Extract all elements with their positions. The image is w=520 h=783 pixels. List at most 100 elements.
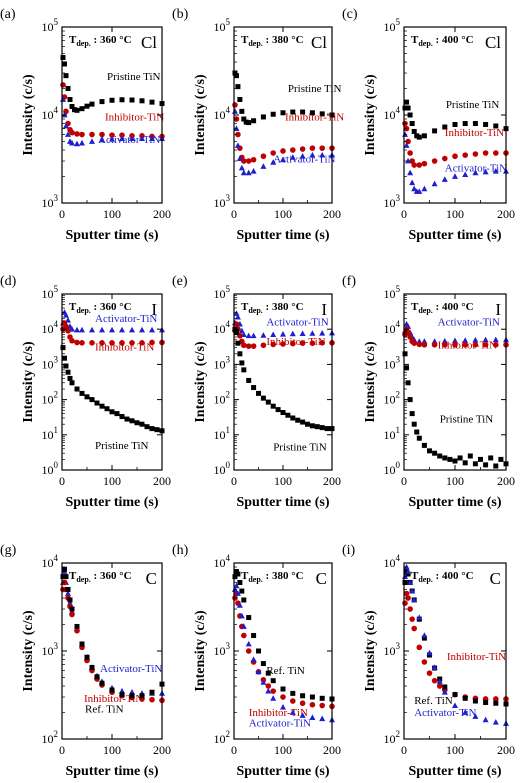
data-point (452, 342, 458, 348)
data-point (246, 120, 252, 126)
y-axis-label: Intensity (c/s) (193, 341, 208, 423)
y-tick-label: 100 (42, 460, 59, 477)
series-inhibitor-tin (232, 102, 335, 164)
data-point (69, 380, 75, 386)
data-point (421, 133, 427, 139)
data-point (436, 683, 443, 689)
x-tick-label: 200 (323, 743, 341, 757)
data-point (280, 156, 286, 163)
y-tick-label: 103 (42, 641, 59, 658)
data-point (74, 339, 80, 346)
data-point (452, 692, 458, 698)
data-point (79, 641, 85, 647)
series-label: Pristine TiN (95, 440, 149, 452)
y-tick-exponent: 5 (226, 284, 231, 294)
data-point (441, 689, 448, 695)
x-tick-label: 100 (274, 207, 292, 221)
y-axis-label: Intensity (c/s) (21, 610, 36, 692)
data-point (74, 131, 80, 137)
data-point (63, 363, 69, 369)
series-pristine-tin (402, 351, 509, 469)
data-point (99, 99, 105, 105)
panel-label: (g) (0, 543, 17, 558)
x-tick-label: 100 (103, 207, 121, 221)
data-point (411, 128, 417, 134)
y-tick-label: 101 (214, 425, 231, 442)
data-point (285, 412, 291, 418)
data-point (431, 342, 438, 348)
data-point (299, 330, 306, 336)
data-point (65, 131, 71, 137)
y-tick-label: 103 (214, 641, 231, 658)
data-point (407, 579, 414, 585)
data-point (129, 418, 135, 424)
data-point (149, 99, 155, 105)
data-point (421, 185, 428, 192)
data-point (407, 112, 413, 118)
x-tick-label: 200 (153, 474, 171, 488)
data-point (290, 109, 296, 115)
y-tick-exponent: 4 (54, 319, 59, 329)
data-point (441, 337, 448, 344)
element-label: C (490, 569, 501, 588)
data-point (270, 678, 276, 684)
element-label: C (146, 569, 157, 588)
y-tick-exponent: 0 (226, 460, 231, 470)
element-label: I (495, 300, 501, 319)
y-tick-label: 105 (214, 17, 231, 34)
data-point (416, 435, 422, 441)
x-tick-label: 100 (446, 474, 464, 488)
data-point (62, 566, 67, 572)
series-label: Activator-TiN (273, 154, 335, 166)
data-point (109, 409, 115, 415)
y-tick-label: 102 (384, 729, 401, 746)
element-label: Cl (141, 33, 157, 52)
data-point (270, 341, 277, 348)
y-tick-exponent: 0 (396, 460, 401, 470)
data-point (260, 679, 267, 685)
y-tick-exponent: 3 (226, 354, 231, 364)
y-tick-label: 100 (214, 460, 231, 477)
data-point (104, 406, 110, 412)
data-point (89, 131, 95, 138)
data-point (309, 694, 315, 700)
data-point (84, 394, 90, 400)
data-point (89, 101, 95, 107)
x-tick-label: 0 (401, 474, 407, 488)
data-point (250, 167, 257, 174)
data-point (256, 390, 261, 396)
data-point (437, 453, 443, 459)
data-point (250, 343, 257, 349)
y-tick-label: 102 (42, 390, 59, 407)
data-point (462, 152, 469, 158)
data-point (472, 121, 478, 127)
data-point (255, 668, 262, 675)
data-point (74, 107, 80, 113)
data-point (462, 171, 469, 178)
series-label: Inhibitor-TiN (285, 111, 344, 123)
series-activator-tin (231, 582, 335, 723)
deposition-temperature-label: Tdep. : 400 °C (411, 34, 474, 48)
panel-label: (e) (172, 274, 188, 289)
y-axis-label: Intensity (c/s) (21, 341, 36, 423)
data-point (232, 102, 238, 108)
data-point (462, 709, 469, 715)
series-inhibitor-tin (402, 120, 509, 168)
data-point (251, 118, 257, 124)
data-point (235, 131, 241, 138)
data-point (407, 150, 413, 156)
data-point (241, 342, 247, 349)
series-label: Pristine TiN (273, 442, 327, 454)
data-point (270, 111, 276, 117)
series-label: Inhibitor-TiN (266, 336, 325, 348)
series-label: Ref. TiN (85, 704, 124, 716)
data-point (426, 670, 433, 676)
data-point (89, 326, 95, 333)
data-point (238, 612, 245, 619)
data-point (483, 699, 489, 705)
y-tick-exponent: 1 (54, 425, 59, 435)
data-point (432, 128, 438, 134)
data-point (319, 329, 326, 336)
